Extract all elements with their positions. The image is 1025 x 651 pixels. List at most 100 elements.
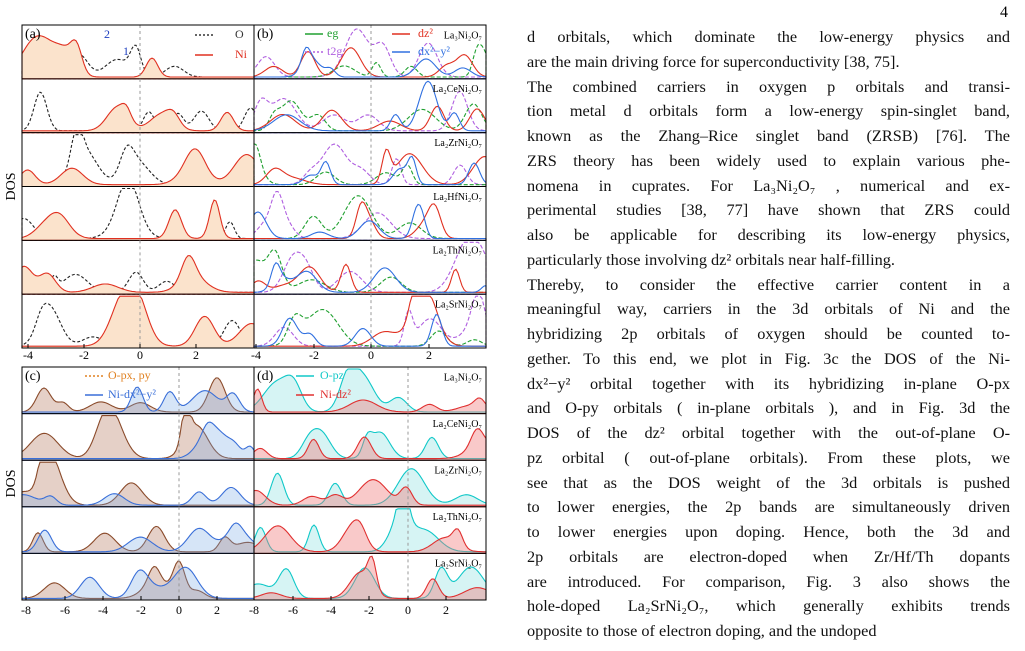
dos-curve bbox=[253, 203, 487, 241]
compound-label: La₃Ni₂O₇ bbox=[444, 30, 482, 41]
text-line: known as the Zhang–Rice singlet band (ZR… bbox=[527, 126, 1010, 145]
text-line: Thereby, to consider the effective carri… bbox=[527, 274, 1010, 294]
dos-curve bbox=[21, 377, 255, 415]
dos-curve bbox=[253, 508, 487, 554]
text-line: also be applicable for describing its lo… bbox=[527, 225, 1010, 244]
legend-label: Ni bbox=[235, 47, 248, 61]
dos-curve bbox=[21, 421, 255, 461]
text-line: to lower energies, the 2p bands are simu… bbox=[527, 497, 1010, 517]
x-tick-label: 0 bbox=[368, 348, 374, 362]
x-tick-label: -2 bbox=[136, 603, 146, 617]
x-tick-label: 2 bbox=[443, 603, 449, 617]
text-line: are the main driving force for supercond… bbox=[527, 51, 900, 71]
dos-curve bbox=[21, 102, 255, 134]
legend-label: O bbox=[235, 27, 244, 41]
panel-label: (a) bbox=[25, 27, 41, 42]
dos-curve bbox=[21, 295, 255, 349]
dos-curve bbox=[253, 80, 487, 134]
text-line: to lower energies upon doping. Hence, bo… bbox=[527, 522, 1010, 541]
text-line: hole-doped La₂SrNi₂O₇, which generally e… bbox=[527, 596, 1010, 616]
dos-curve bbox=[253, 261, 487, 295]
legend-label: Ni-dx²−y² bbox=[108, 387, 156, 401]
text-line: DOS of the dz² orbital together with the… bbox=[527, 423, 1010, 442]
compound-label: La₂ThNi₂O₇ bbox=[433, 512, 482, 523]
x-tick-label: 0 bbox=[176, 603, 182, 617]
x-tick-label: 2 bbox=[193, 348, 199, 362]
dos-curve bbox=[253, 43, 487, 80]
text-line: nomena in cuprates. For La₃Ni₂O₇ , numer… bbox=[527, 175, 1010, 195]
panel-label: (b) bbox=[257, 27, 274, 42]
x-tick-label: -2 bbox=[364, 603, 374, 617]
x-tick-label: -6 bbox=[60, 603, 70, 617]
text-line: d orbitals, which dominate the low-energ… bbox=[527, 27, 1010, 46]
x-tick-label: -8 bbox=[21, 603, 31, 617]
x-tick-label: -4 bbox=[23, 348, 33, 362]
dos-curve bbox=[21, 522, 255, 554]
dos-curve bbox=[253, 90, 487, 134]
text-line: tion metal d orbitals form a low-energy … bbox=[527, 101, 1010, 121]
dos-curve bbox=[253, 155, 487, 188]
x-tick-label: -2 bbox=[309, 348, 319, 362]
text-line: perimental studies [38, 77] have shown t… bbox=[527, 200, 1010, 220]
dos-curve bbox=[253, 566, 487, 601]
x-tick-label: -4 bbox=[326, 603, 336, 617]
compound-label: La₂SrNi₂O₇ bbox=[435, 559, 482, 570]
panel-label: (d) bbox=[257, 369, 274, 384]
dos-curve bbox=[253, 191, 487, 241]
text-line: ZRS theory has been widely used to expla… bbox=[527, 150, 1010, 170]
peak-annotation: 1 bbox=[123, 44, 129, 58]
text-line: particularly those involving dz² orbital… bbox=[527, 249, 895, 269]
dos-curve bbox=[253, 143, 487, 188]
text-line: dx²−y² orbital together with its hybridi… bbox=[527, 373, 1010, 393]
x-tick-label: 2 bbox=[214, 603, 220, 617]
dos-curve bbox=[21, 199, 255, 241]
compound-label: La₂ZrNi₂O₇ bbox=[434, 465, 482, 476]
figure: (a)-4 -2 0 2ONiDOS21La₃Ni₂O₇La₂CeNi₂O₇La₂Zr… bbox=[4, 24, 487, 617]
panel-frame bbox=[253, 366, 487, 601]
panel-label: (c) bbox=[25, 369, 41, 384]
dos-curve bbox=[21, 566, 255, 601]
dos-curve bbox=[253, 479, 487, 508]
dos-curve bbox=[21, 415, 255, 461]
x-tick-label: -4 bbox=[251, 348, 261, 362]
x-tick-label: 0 bbox=[137, 348, 143, 362]
dos-curve bbox=[253, 368, 487, 415]
text-line: hybridizing 2p orbitals of oxygen should… bbox=[527, 324, 1010, 343]
dos-curve bbox=[253, 427, 487, 461]
compound-label: La₂CeNi₂O₇ bbox=[433, 84, 482, 95]
x-tick-label: 2 bbox=[426, 348, 432, 362]
dos-curve bbox=[253, 313, 487, 349]
text-line: are introduced. For comparison, Fig. 3 a… bbox=[527, 571, 1010, 591]
dos-curve bbox=[21, 461, 255, 508]
dos-curve bbox=[253, 47, 487, 80]
compound-label: La₂ThNi₂O₇ bbox=[433, 246, 482, 257]
dos-curve bbox=[21, 271, 255, 295]
text-line: see that as the DOS weight of the 3d orb… bbox=[527, 472, 1010, 492]
x-tick-label: -8 bbox=[249, 603, 259, 617]
text-line: and O-py orbitals ( in-plane orbitals ),… bbox=[527, 398, 1010, 418]
panel-frame bbox=[253, 24, 487, 349]
dos-curve bbox=[253, 468, 487, 508]
dos-curve bbox=[21, 525, 255, 554]
compound-label: La₂SrNi₂O₇ bbox=[435, 299, 482, 310]
legend-label: Ni-dz² bbox=[320, 387, 351, 401]
dos-curve bbox=[21, 486, 255, 508]
text-line: opposite to those of electron doping, an… bbox=[527, 621, 877, 640]
text-line: The combined carriers in oxygen p orbita… bbox=[527, 76, 1010, 96]
x-tick-label: -2 bbox=[79, 348, 89, 362]
legend-label: dz² bbox=[418, 26, 433, 40]
legend-label: O-pz bbox=[320, 368, 344, 382]
dos-curve bbox=[21, 148, 255, 188]
legend-label: eg bbox=[327, 26, 338, 40]
dos-curve bbox=[21, 386, 255, 415]
compound-label: La₂ZrNi₂O₇ bbox=[434, 138, 482, 149]
x-tick-label: 0 bbox=[405, 603, 411, 617]
dos-curve bbox=[21, 35, 255, 80]
dos-curve bbox=[253, 46, 487, 80]
x-tick-label: -4 bbox=[98, 603, 108, 617]
text-line: 2p orbitals are electron-doped when Zr/H… bbox=[527, 546, 1010, 566]
legend-label: t2g bbox=[327, 44, 342, 58]
dos-curve bbox=[253, 105, 487, 134]
text-line: gether. To this end, we plot in Fig. 3c … bbox=[527, 348, 1010, 368]
